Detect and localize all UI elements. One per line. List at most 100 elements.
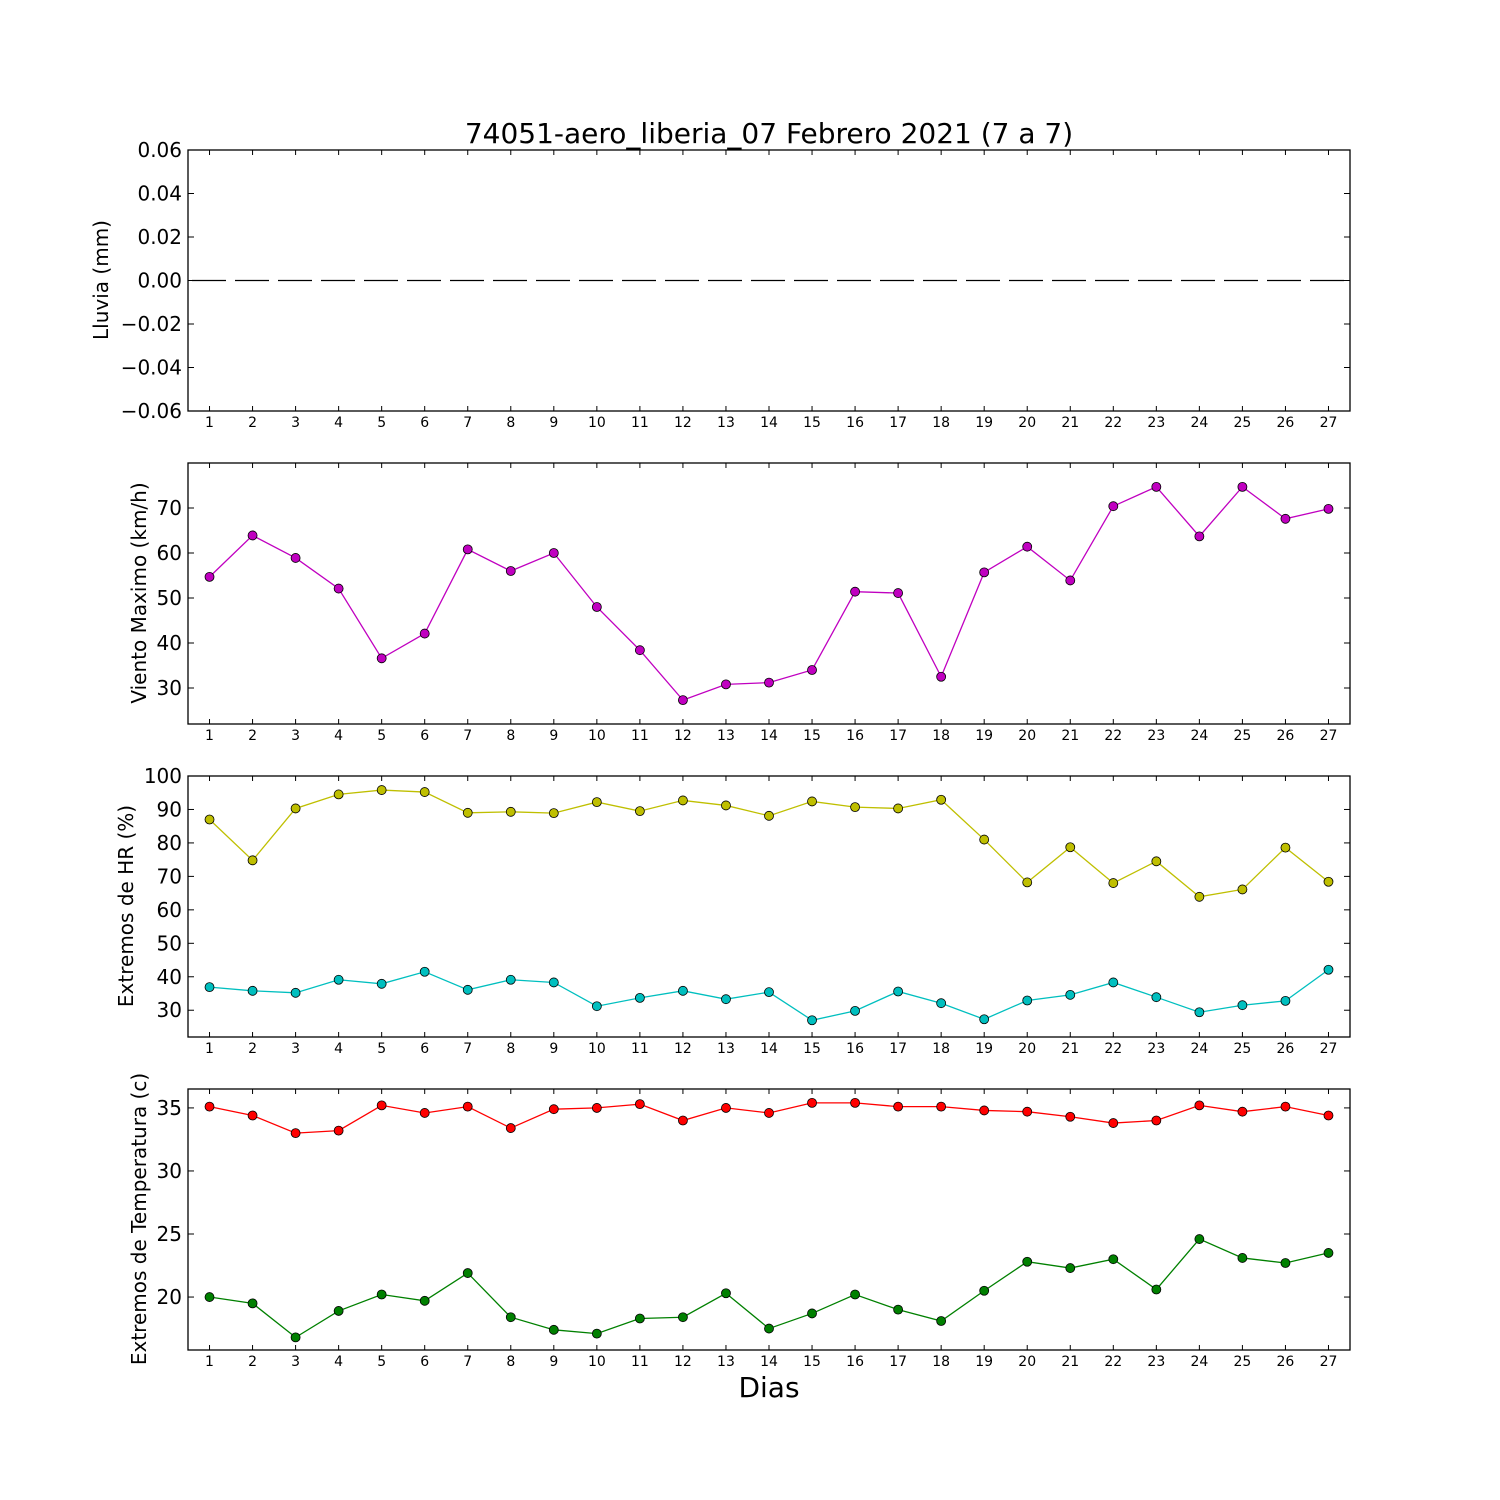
x-tick-label-rain: 18 [932, 415, 950, 431]
data-point-wind-0 [634, 645, 645, 656]
data-point-temperature-0 [290, 1128, 301, 1139]
data-point-wind-0 [1194, 531, 1205, 542]
x-tick-label-rain: 20 [1018, 415, 1036, 431]
data-point-humidity-0 [462, 807, 473, 818]
data-point-temperature-1 [290, 1332, 301, 1343]
data-point-humidity-0 [634, 806, 645, 817]
x-tick-label-humidity: 7 [463, 1041, 472, 1057]
data-point-humidity-1 [419, 966, 430, 977]
data-point-humidity-1 [290, 987, 301, 998]
x-tick-label-humidity: 16 [846, 1041, 864, 1057]
data-point-temperature-1 [893, 1304, 904, 1315]
data-point-temperature-1 [548, 1324, 559, 1335]
data-point-humidity-1 [1194, 1007, 1205, 1018]
data-point-temperature-1 [1323, 1248, 1334, 1258]
x-axis-label: Dias [738, 1371, 799, 1404]
x-tick-label-rain: 4 [334, 415, 343, 431]
data-point-temperature-0 [1065, 1111, 1076, 1122]
x-tick-label-temperature: 13 [717, 1354, 735, 1370]
data-point-temperature-0 [505, 1123, 516, 1133]
data-point-temperature-1 [505, 1312, 516, 1323]
x-tick-label-temperature: 1 [205, 1354, 214, 1370]
data-point-humidity-0 [936, 794, 947, 805]
data-point-wind-0 [850, 586, 860, 597]
data-point-temperature-0 [1194, 1100, 1205, 1111]
data-point-temperature-0 [1151, 1115, 1162, 1126]
x-tick-label-wind: 20 [1018, 728, 1036, 744]
data-point-wind-0 [764, 677, 774, 688]
data-point-humidity-0 [807, 796, 817, 807]
data-point-wind-0 [333, 583, 344, 594]
data-point-temperature-0 [419, 1108, 430, 1118]
data-point-temperature-1 [1151, 1284, 1162, 1295]
x-tick-label-temperature: 16 [846, 1354, 864, 1370]
x-tick-label-wind: 9 [549, 728, 558, 744]
x-tick-label-rain: 8 [506, 415, 515, 431]
y-tick-label-rain: 0.06 [137, 138, 182, 162]
x-tick-label-humidity: 27 [1320, 1041, 1338, 1057]
x-tick-label-temperature: 24 [1190, 1354, 1208, 1370]
data-point-temperature-1 [1237, 1253, 1248, 1263]
data-point-humidity-0 [979, 834, 990, 845]
x-tick-label-humidity: 14 [760, 1041, 778, 1057]
x-tick-label-rain: 16 [846, 415, 864, 431]
panel-rain: Lluvia (mm) 0.06 0.04 0.02 0.00 −0.02 −0.04 −0… [89, 138, 1351, 431]
x-tick-label-temperature: 21 [1061, 1354, 1079, 1370]
data-point-humidity-0 [247, 855, 258, 866]
data-point-temperature-1 [333, 1306, 344, 1316]
data-point-temperature-0 [893, 1101, 904, 1112]
x-tick-label-temperature: 6 [420, 1354, 429, 1370]
x-tick-label-wind: 7 [463, 728, 472, 744]
y-tick-label-rain: 0.04 [137, 182, 182, 206]
data-point-humidity-0 [290, 803, 301, 814]
data-point-temperature-0 [376, 1100, 387, 1111]
data-point-temperature-0 [462, 1101, 473, 1112]
data-point-temperature-1 [1022, 1256, 1033, 1267]
data-point-humidity-0 [505, 806, 516, 817]
y-tick-label-rain: −0.02 [121, 312, 182, 336]
data-point-temperature-0 [807, 1097, 817, 1108]
x-tick-label-humidity: 12 [674, 1041, 692, 1057]
y-tick-label-wind: 60 [157, 541, 182, 565]
x-tick-label-wind: 24 [1190, 728, 1208, 744]
data-point-humidity-0 [1065, 842, 1076, 853]
data-point-temperature-0 [979, 1105, 990, 1116]
x-tick-label-wind: 22 [1104, 728, 1122, 744]
x-tick-label-rain: 11 [631, 415, 649, 431]
data-point-humidity-1 [634, 992, 645, 1003]
x-tick-label-wind: 14 [760, 728, 778, 744]
data-point-humidity-0 [1237, 884, 1248, 895]
data-point-temperature-1 [419, 1295, 430, 1306]
x-tick-label-humidity: 11 [631, 1041, 649, 1057]
y-tick-label-humidity: 90 [157, 797, 182, 821]
data-point-temperature-0 [247, 1110, 258, 1121]
data-point-wind-0 [204, 571, 215, 582]
x-tick-label-wind: 6 [420, 728, 429, 744]
data-point-temperature-1 [462, 1268, 473, 1278]
x-tick-label-rain: 6 [420, 415, 429, 431]
y-tick-label-humidity: 70 [157, 864, 182, 888]
x-tick-label-humidity: 8 [506, 1041, 515, 1057]
data-point-temperature-1 [807, 1308, 817, 1319]
x-tick-label-temperature: 11 [631, 1354, 649, 1370]
data-point-humidity-0 [850, 802, 860, 813]
x-tick-label-rain: 13 [717, 415, 735, 431]
x-tick-label-humidity: 9 [549, 1041, 558, 1057]
x-tick-label-temperature: 8 [506, 1354, 515, 1370]
data-point-temperature-1 [850, 1289, 860, 1300]
data-point-temperature-0 [764, 1108, 774, 1118]
x-tick-label-rain: 21 [1061, 415, 1079, 431]
data-point-humidity-1 [1323, 964, 1334, 975]
x-tick-label-temperature: 22 [1104, 1354, 1122, 1370]
x-tick-label-humidity: 26 [1277, 1041, 1295, 1057]
data-point-humidity-0 [548, 808, 559, 819]
x-tick-label-rain: 9 [549, 415, 558, 431]
y-tick-label-wind: 70 [157, 496, 182, 520]
x-tick-label-wind: 10 [588, 728, 606, 744]
data-point-wind-0 [1280, 513, 1291, 524]
data-point-wind-0 [1237, 481, 1248, 492]
data-point-wind-0 [1065, 575, 1076, 586]
x-tick-label-humidity: 10 [588, 1041, 606, 1057]
data-point-temperature-1 [204, 1292, 215, 1302]
